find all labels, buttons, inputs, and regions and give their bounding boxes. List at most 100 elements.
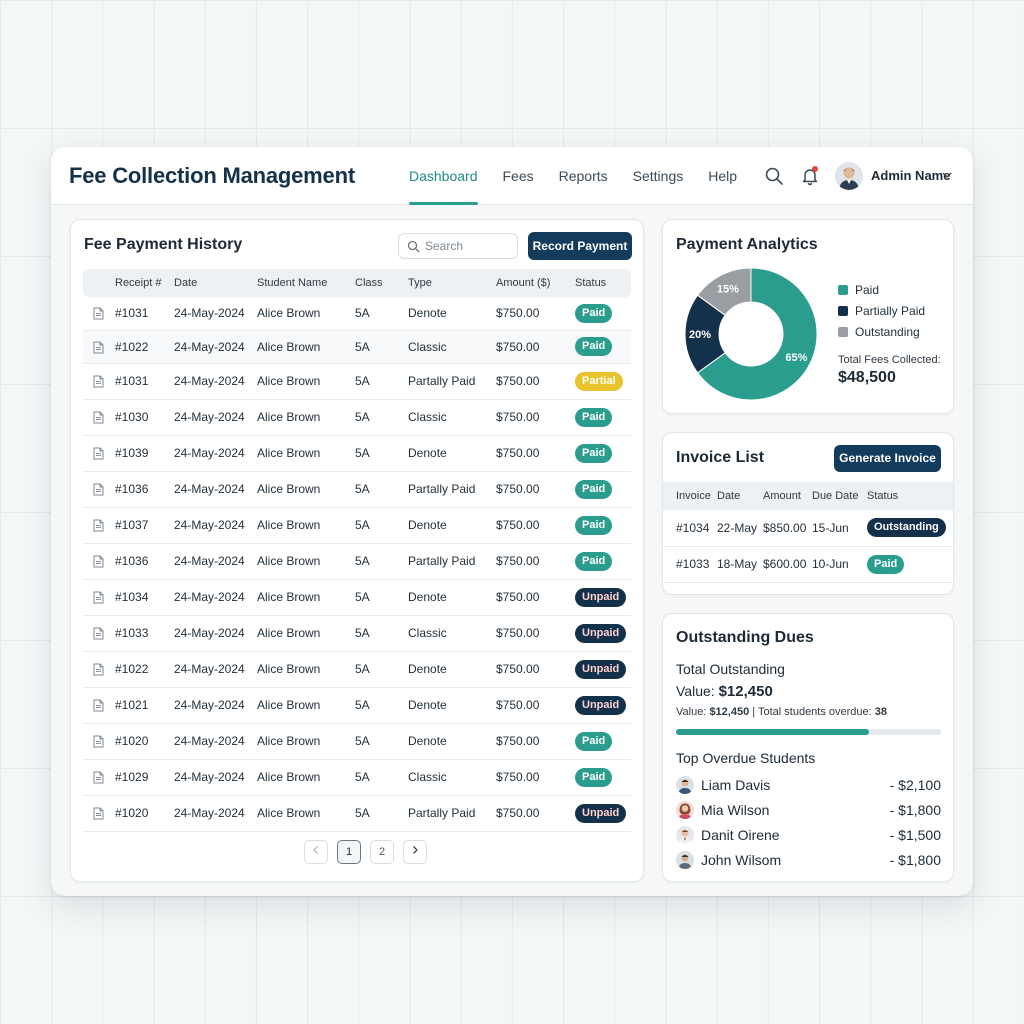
amount: $750.00 [496,330,575,364]
search-input[interactable] [425,237,515,255]
row-icon-cell [83,615,115,652]
student-amount: - $1,800 [889,852,941,868]
table-row[interactable]: #1020 24-May-2024 Alice Brown 5A Partally Pa… [83,795,631,832]
invoice-number: #1034 [663,510,717,547]
generate-invoice-button[interactable]: Generate Invoice [834,445,941,472]
app-window: Fee Collection Management Dashboard Fees… [51,147,973,896]
table-row[interactable]: #1031 24-May-2024 Alice Brown 5A Denote $750.… [83,297,631,331]
amount: $750.00 [496,579,575,616]
table-row[interactable]: #1021 24-May-2024 Alice Brown 5A Denote $750.… [83,687,631,724]
list-item[interactable]: Mia Wilson - $1,800 [676,799,941,821]
prev-page-button[interactable] [304,840,328,864]
class: 5A [355,759,408,796]
receipt-number: #1033 [115,615,174,652]
student-name: Mia Wilson [701,802,770,818]
legend-outstanding: Outstanding [838,325,920,339]
table-row[interactable]: #1022 24-May-2024 Alice Brown 5A Denote $750.… [83,651,631,688]
document-icon [93,519,104,532]
header-status[interactable]: Status [575,269,631,297]
status-badge: Paid [575,443,613,463]
student-name: Alice Brown [257,687,355,724]
header-due-date[interactable]: Due Date [812,482,867,510]
status-badge: Unpaid [575,623,627,643]
table-row[interactable]: #1036 24-May-2024 Alice Brown 5A Partally Pa… [83,543,631,580]
list-item[interactable]: Liam Davis - $2,100 [676,774,941,796]
list-item[interactable]: John Wilsom - $1,800 [676,849,941,871]
chevron-right-icon [413,846,418,854]
header-status[interactable]: Status [867,482,953,510]
page-2-button[interactable]: 2 [370,840,394,864]
header-amount[interactable]: Amount [763,482,812,510]
avatar[interactable] [835,162,863,190]
fee-type: Classic [408,759,496,796]
receipt-number: #1036 [115,543,174,580]
student-name: Liam Davis [701,777,771,793]
status-badge: Unpaid [575,803,627,823]
header-date[interactable]: Date [174,269,257,297]
table-row[interactable]: #1036 24-May-2024 Alice Brown 5A Partally Pa… [83,471,631,508]
table-row[interactable]: #1029 24-May-2024 Alice Brown 5A Classic $750… [83,759,631,796]
status-badge: Paid [575,337,613,356]
slice-label: 15% [717,284,739,296]
header-amount[interactable]: Amount ($) [496,269,575,297]
receipt-number: #1020 [115,795,174,832]
table-row[interactable]: #1034 24-May-2024 Alice Brown 5A Denote $750.… [83,579,631,616]
row-icon-cell [83,579,115,616]
header-class[interactable]: Class [355,269,408,297]
user-name[interactable]: Admin Name [871,168,951,183]
table-row[interactable]: #1033 18-May $600.00 10-Jun Paid [663,546,953,583]
class: 5A [355,795,408,832]
table-row[interactable]: #1031 24-May-2024 Alice Brown 5A Partally Pa… [83,363,631,400]
nav-fees[interactable]: Fees [502,168,534,184]
slice-paid [696,267,818,401]
table-row[interactable]: #1039 24-May-2024 Alice Brown 5A Denote $750.… [83,435,631,472]
header-type[interactable]: Type [408,269,496,297]
student-name: Alice Brown [257,579,355,616]
search-icon[interactable] [764,166,784,186]
header-invoice[interactable]: Invoice [663,482,717,510]
table-row[interactable]: #1034 22-May $850.00 15-Jun Outstanding [663,510,953,547]
header-date[interactable]: Date [717,482,763,510]
header-receipt[interactable]: Receipt # [115,269,174,297]
page-1-button[interactable]: 1 [337,840,361,864]
analytics-title: Payment Analytics [676,236,818,253]
status-cell: Paid [575,759,631,796]
nav-settings[interactable]: Settings [632,168,684,184]
fee-type: Partally Paid [408,471,496,508]
record-payment-button[interactable]: Record Payment [528,232,632,260]
nav-dashboard[interactable]: Dashboard [409,147,478,205]
status-badge: Paid [575,479,613,499]
document-icon [93,447,104,460]
status-badge: Paid [575,303,613,323]
nav-help[interactable]: Help [708,168,738,184]
amount: $750.00 [496,435,575,472]
header-student[interactable]: Student Name [257,269,355,297]
outstanding-value: $12,450 [718,683,773,700]
table-row[interactable]: #1037 24-May-2024 Alice Brown 5A Denote $750.… [83,507,631,544]
amount: $750.00 [496,507,575,544]
next-page-button[interactable] [403,840,427,864]
table-row[interactable]: #1020 24-May-2024 Alice Brown 5A Denote $750.… [83,723,631,760]
document-icon [93,555,104,568]
fee-type: Denote [408,687,496,724]
table-row[interactable]: #1022 24-May-2024 Alice Brown 5A Classic $750… [83,330,631,364]
table-row[interactable]: #1030 24-May-2024 Alice Brown 5A Classic $750… [83,399,631,436]
receipt-number: #1022 [115,651,174,688]
list-item[interactable]: Danit Oirene - $1,500 [676,824,941,846]
row-icon-cell [83,543,115,580]
fee-table: Receipt # Date Student Name Class Type A… [83,269,631,832]
student-name: Alice Brown [257,543,355,580]
invoice-date: 22-May [717,510,763,547]
payment-donut-chart: 65% 20% 15% [684,267,818,401]
payment-date: 24-May-2024 [174,651,257,688]
payment-date: 24-May-2024 [174,399,257,436]
amount: $750.00 [496,615,575,652]
detail-value: $12,450 [709,706,750,718]
search-field[interactable] [398,233,518,259]
pagination: 1 2 [304,840,436,864]
payment-date: 24-May-2024 [174,687,257,724]
chevron-down-icon[interactable] [941,169,953,181]
avatar [676,776,694,794]
table-row[interactable]: #1033 24-May-2024 Alice Brown 5A Classic $750… [83,615,631,652]
nav-reports[interactable]: Reports [558,168,608,184]
